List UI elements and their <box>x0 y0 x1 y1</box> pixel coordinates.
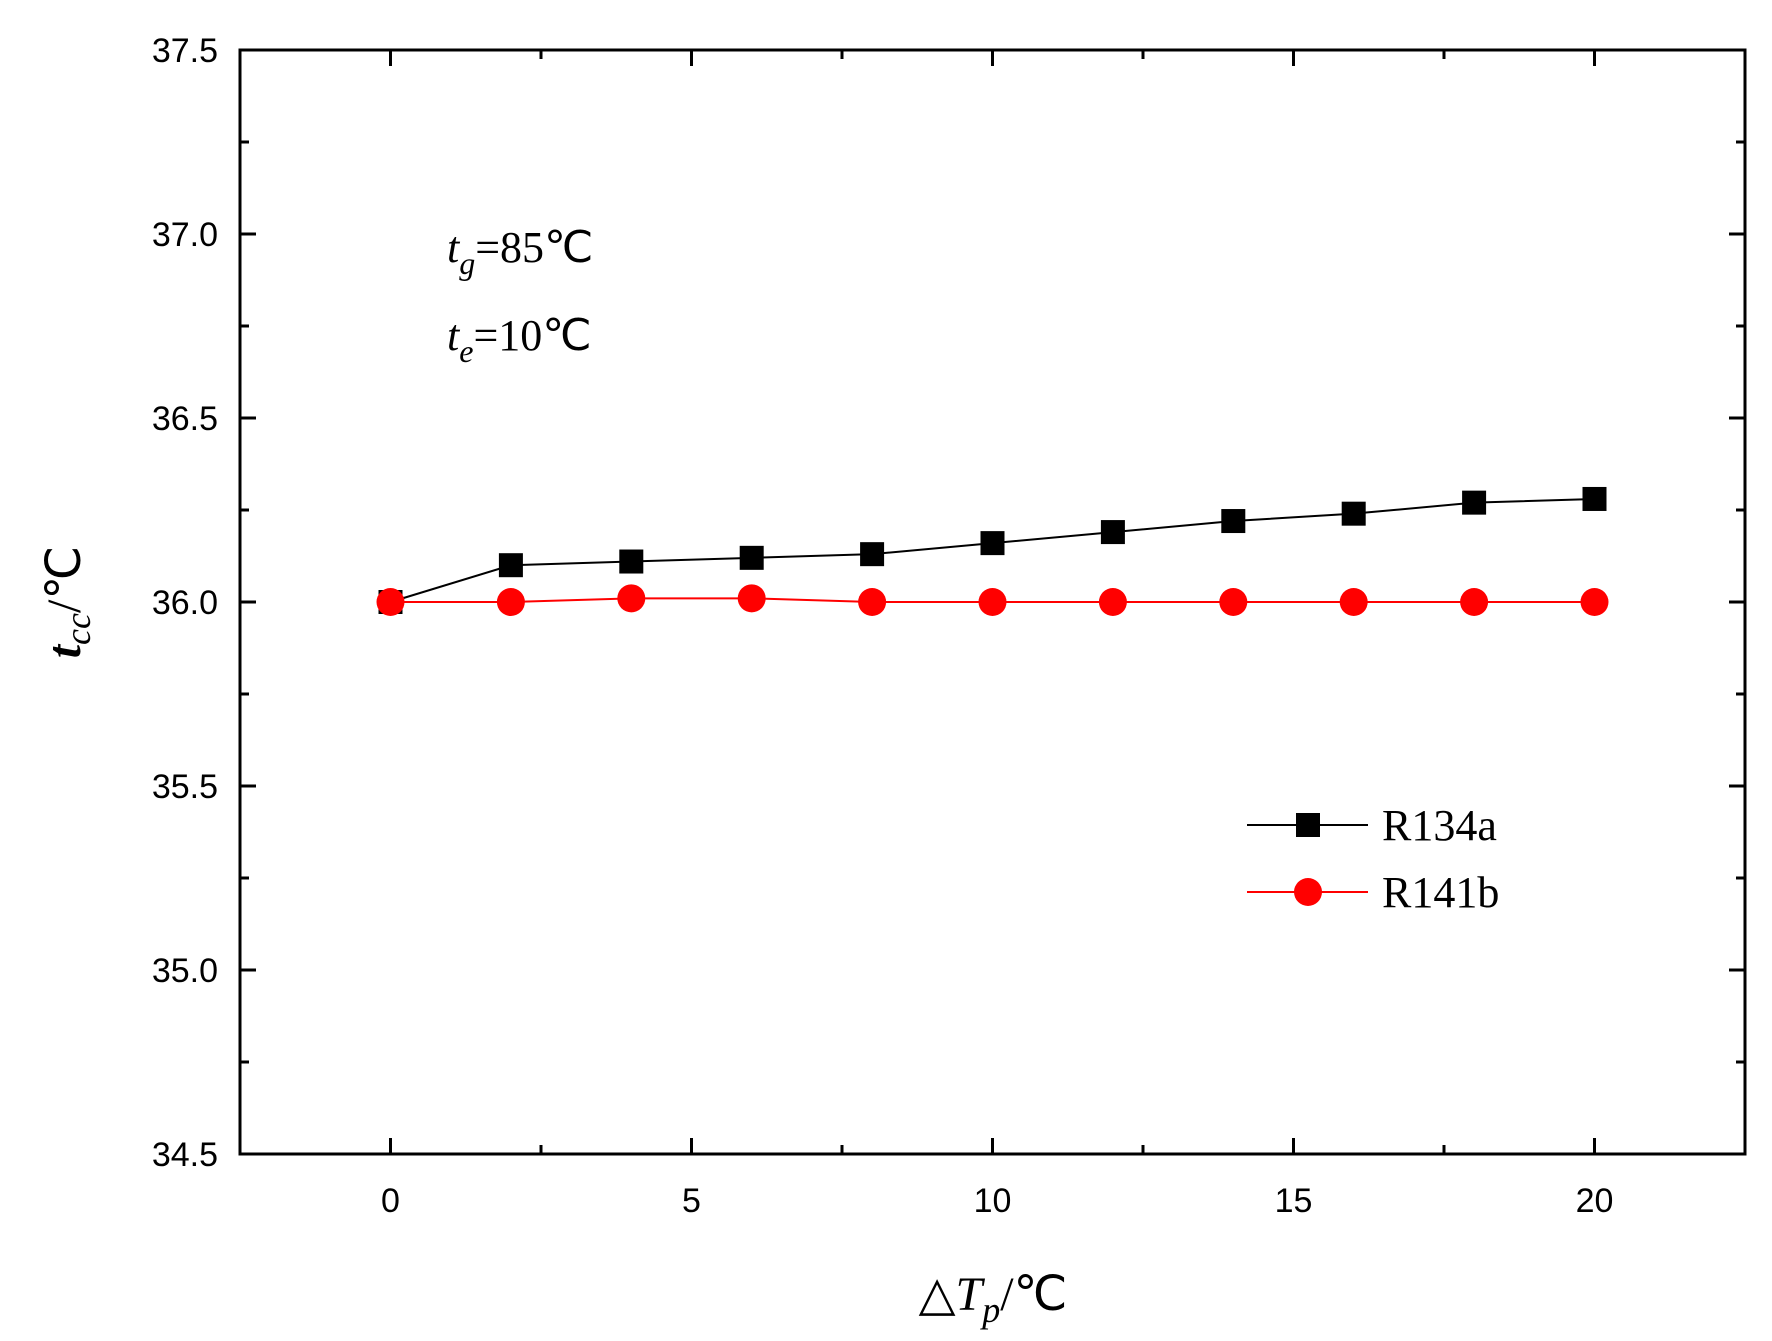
annotation-tg: tg=85℃ <box>447 223 593 281</box>
data-point-r141b <box>978 588 1007 616</box>
y-tick-label: 35.5 <box>152 768 218 806</box>
x-tick-label: 15 <box>1275 1182 1313 1220</box>
y-tick-label: 34.5 <box>152 1136 218 1174</box>
data-point-r141b <box>1219 588 1248 616</box>
axis-ticks: 0 5 10 15 20 34.5 35.0 35.5 36.0 36.5 37.0 37.5 <box>152 32 1745 1220</box>
legend: R134a R141b <box>1247 801 1499 917</box>
data-point-r141b <box>1460 588 1489 616</box>
data-point-r134a <box>1462 490 1487 515</box>
data-point-r141b <box>1339 588 1368 616</box>
data-point-r134a <box>980 531 1005 556</box>
data-point-r141b <box>617 584 646 613</box>
series-markers <box>376 486 1609 616</box>
legend-label-r134a: R134a <box>1382 801 1497 850</box>
data-point-r141b <box>496 588 525 616</box>
data-point-r141b <box>858 588 887 616</box>
data-point-r134a <box>498 553 523 578</box>
legend-marker-r134a <box>1296 813 1320 837</box>
data-point-r141b <box>1098 588 1127 616</box>
x-tick-label: 0 <box>381 1182 400 1220</box>
y-tick-label: 37.0 <box>152 216 218 254</box>
data-point-r134a <box>860 542 885 567</box>
y-axis-title: tcc/℃ <box>38 546 98 659</box>
x-tick-label: 10 <box>974 1182 1012 1220</box>
data-point-r134a <box>1100 520 1125 545</box>
data-point-r141b <box>737 584 766 613</box>
x-tick-label: 20 <box>1576 1182 1614 1220</box>
data-point-r134a <box>1341 501 1366 526</box>
data-point-r134a <box>739 545 764 570</box>
annotation-te: te=10℃ <box>447 311 592 369</box>
data-point-r134a <box>1221 509 1246 534</box>
x-axis-title: △Tp/℃ <box>919 1268 1068 1330</box>
data-point-r134a <box>1582 486 1607 511</box>
data-point-r141b <box>376 588 405 616</box>
x-tick-label: 5 <box>682 1182 701 1220</box>
legend-marker-r141b <box>1294 878 1322 906</box>
y-tick-label: 36.5 <box>152 400 218 438</box>
y-tick-label: 35.0 <box>152 952 218 990</box>
y-tick-label: 36.0 <box>152 584 218 622</box>
legend-label-r141b: R141b <box>1382 868 1499 917</box>
data-point-r141b <box>1580 588 1609 616</box>
y-tick-label: 37.5 <box>152 32 218 70</box>
data-point-r134a <box>619 549 644 574</box>
